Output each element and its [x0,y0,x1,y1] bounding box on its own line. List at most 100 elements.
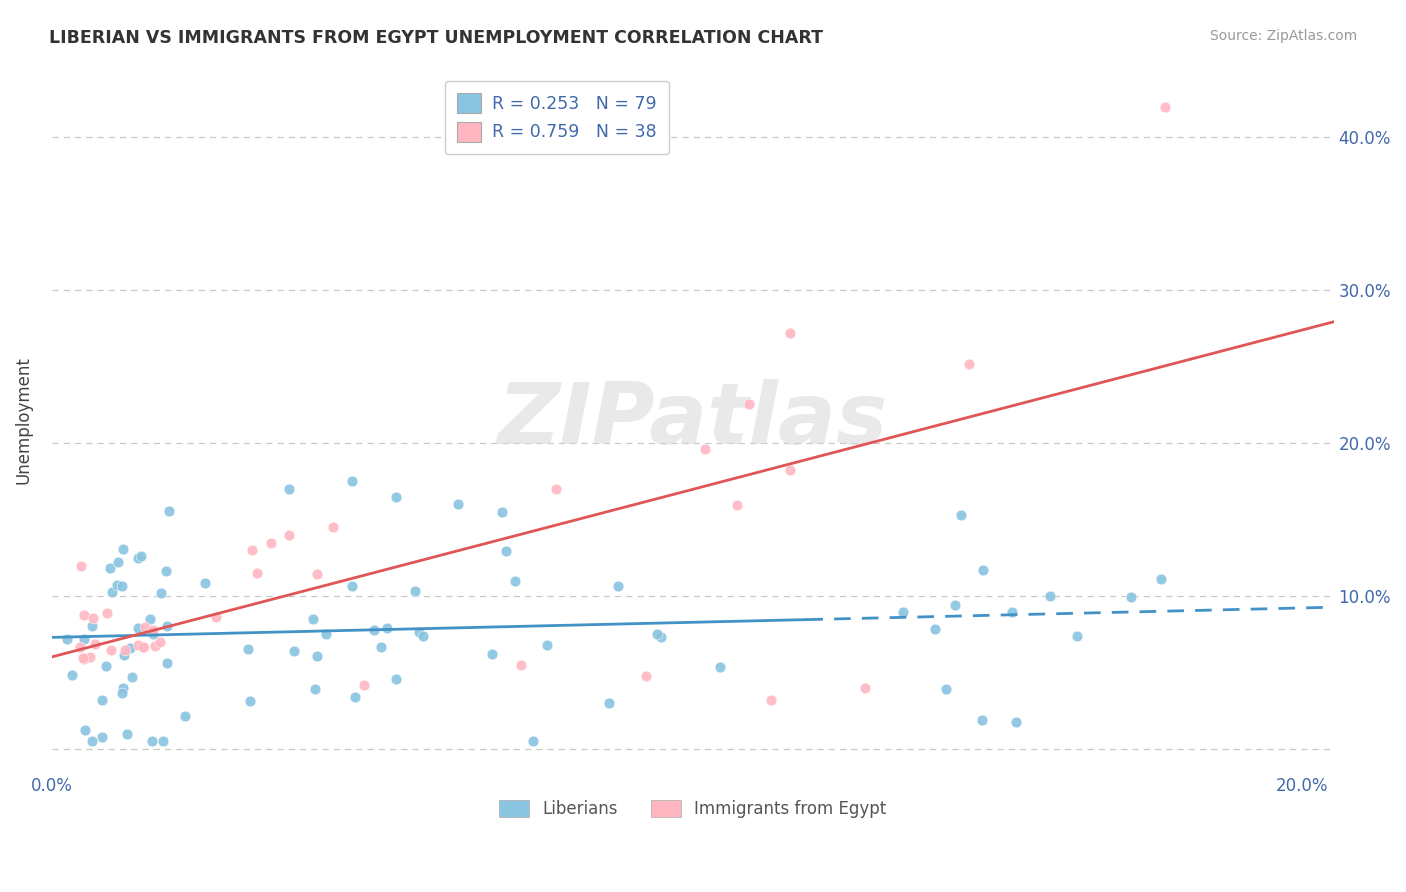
Point [121,670,143,684]
Point [1005,714,1028,729]
Point [522,734,544,748]
Point [481,648,503,662]
Point [112,648,135,662]
Point [495,543,517,558]
Point [447,497,470,511]
Point [949,508,972,523]
Point [156,656,179,670]
Point [943,598,966,612]
Point [363,624,385,638]
Point [127,638,149,652]
Point [278,482,301,496]
Point [236,641,259,656]
Point [142,623,165,637]
Point [544,483,567,497]
Text: Source: ZipAtlas.com: Source: ZipAtlas.com [1209,29,1357,43]
Point [73,632,96,646]
Point [100,642,122,657]
Point [129,549,152,564]
Point [205,610,228,624]
Point [315,627,337,641]
Point [114,643,136,657]
Point [935,681,957,696]
Point [283,644,305,658]
Point [107,555,129,569]
Point [110,686,132,700]
Y-axis label: Unemployment: Unemployment [15,356,32,484]
Point [127,551,149,566]
Point [149,586,172,600]
Point [509,657,531,672]
Point [505,574,527,589]
Point [96,606,118,620]
Point [69,640,91,654]
Point [536,638,558,652]
Point [142,627,165,641]
Point [375,621,398,635]
Point [343,690,366,704]
Point [370,640,392,654]
Point [301,611,323,625]
Point [405,583,427,598]
Point [132,640,155,655]
Point [75,723,97,738]
Point [1150,572,1173,586]
Point [240,543,263,558]
Point [759,693,782,707]
Point [738,397,761,411]
Point [693,442,716,457]
Point [340,579,363,593]
Point [384,490,406,504]
Point [645,626,668,640]
Point [1039,590,1062,604]
Point [491,505,513,519]
Point [322,520,344,534]
Point [779,463,801,477]
Point [278,528,301,542]
Point [304,682,326,697]
Point [115,727,138,741]
Point [606,579,628,593]
Point [1121,590,1143,604]
Point [156,619,179,633]
Point [141,734,163,748]
Point [924,622,946,636]
Point [98,561,121,575]
Point [384,672,406,686]
Point [73,607,96,622]
Point [82,610,104,624]
Point [259,535,281,549]
Point [90,730,112,744]
Point [970,713,993,727]
Point [340,475,363,489]
Point [138,612,160,626]
Point [1066,629,1088,643]
Point [725,498,748,512]
Legend: Liberians, Immigrants from Egypt: Liberians, Immigrants from Egypt [492,793,893,825]
Point [82,619,104,633]
Point [96,659,118,673]
Point [650,630,672,644]
Point [127,620,149,634]
Text: LIBERIAN VS IMMIGRANTS FROM EGYPT UNEMPLOYMENT CORRELATION CHART: LIBERIAN VS IMMIGRANTS FROM EGYPT UNEMPL… [49,29,823,46]
Point [84,637,107,651]
Point [598,696,620,710]
Point [80,734,103,748]
Point [79,650,101,665]
Point [72,650,94,665]
Point [101,585,124,599]
Point [73,651,96,665]
Point [957,357,980,371]
Point [91,693,114,707]
Point [408,625,430,640]
Point [120,640,142,655]
Point [105,578,128,592]
Point [1153,100,1175,114]
Point [60,668,83,682]
Point [709,660,731,674]
Point [149,635,172,649]
Point [157,504,180,518]
Point [891,605,914,619]
Point [194,576,217,591]
Point [1001,605,1024,619]
